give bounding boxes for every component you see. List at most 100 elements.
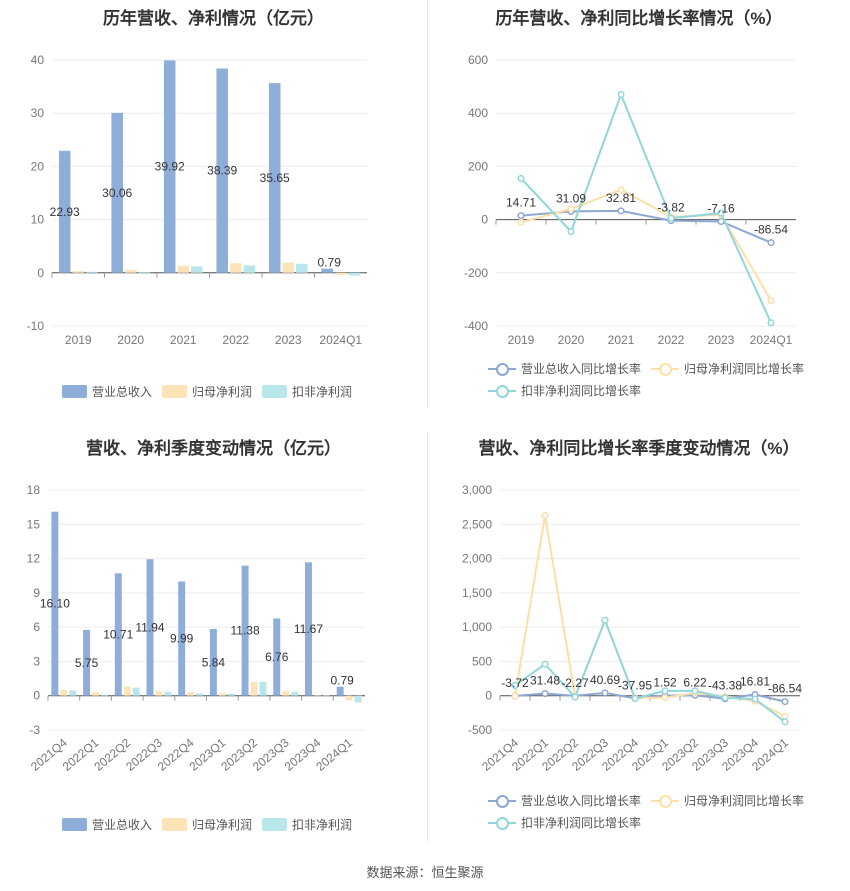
bar [164, 691, 172, 696]
data-point [517, 218, 525, 226]
data-label: 11.94 [135, 620, 164, 634]
bar [296, 263, 308, 273]
bar [334, 272, 347, 275]
quarter-bar-panel: 营收、净利季度变动情况（亿元） -3 0 3 6 9 12 15 18 2021Q4 2022Q1… [0, 430, 427, 842]
annual-bar-chart: -10 0 10 20 30 40 2019 2020 2021 2022 2023 2024Q1 22… [27, 53, 367, 347]
data-point [721, 694, 729, 702]
legend-label: 扣非净利润同比增长率 [521, 384, 642, 398]
legend-label: 归母净利润同比增长率 [684, 794, 805, 808]
chart-title: 历年营收、净利同比增长率情况（%） [495, 9, 783, 28]
bar [241, 565, 249, 696]
bar [187, 692, 195, 696]
legend-label: 营业总收入同比增长率 [521, 362, 642, 376]
bar [124, 269, 137, 273]
y-tick-label: -400 [464, 319, 488, 333]
legend-item-revenue[interactable]: 营业总收入 [62, 816, 152, 833]
legend-item-net-growth[interactable]: 归母净利润同比增长率 [651, 792, 804, 809]
y-tick-label: -10 [27, 319, 45, 333]
y-tick-label: 200 [468, 159, 488, 173]
data-source: 数据来源：恒生聚源 [366, 865, 484, 880]
data-label: 30.06 [102, 186, 132, 200]
legend-item-net-growth[interactable]: 归母净利润同比增长率 [651, 360, 804, 377]
y-tick-label: -3 [29, 723, 40, 737]
data-label: -86.54 [768, 682, 802, 696]
y-tick-label: 0 [33, 689, 40, 703]
bar [138, 272, 151, 273]
bar [229, 263, 242, 273]
data-point [751, 695, 759, 703]
y-tick-label: 600 [468, 53, 488, 67]
y-tick-label: 40 [31, 53, 45, 67]
bar [345, 695, 353, 701]
bar [58, 150, 71, 273]
data-point [511, 692, 519, 700]
data-label: 16.10 [40, 597, 70, 611]
bar [218, 693, 226, 696]
data-point [617, 207, 625, 215]
data-label: 11.38 [231, 624, 260, 638]
data-label: -86.54 [754, 223, 788, 237]
bar [243, 265, 256, 273]
legend-item-net-profit[interactable]: 归母净利润 [162, 816, 252, 833]
bar [101, 694, 109, 696]
bar [155, 691, 163, 696]
bar [60, 690, 68, 696]
data-point [571, 693, 579, 701]
y-tick-label: 0 [481, 213, 488, 227]
x-tick-label: 2020 [117, 333, 144, 347]
legend-item-deducted-growth[interactable]: 扣非净利润同比增长率 [488, 382, 641, 399]
legend-label: 归母净利润同比增长率 [684, 362, 805, 376]
data-point [511, 681, 519, 689]
data-label: -37.95 [618, 678, 652, 692]
legend-label: 营业总收入 [92, 385, 153, 399]
legend-item-net-profit[interactable]: 归母净利润 [162, 383, 252, 400]
data-label: 16.81 [740, 675, 770, 689]
y-tick-label: 10 [31, 213, 45, 227]
quarter-line-chart: -50005001,0001,5002,0002,5003,0002021Q42… [462, 483, 802, 774]
data-label: -3.72 [501, 676, 529, 690]
legend-label: 营业总收入 [92, 818, 153, 832]
data-point [617, 91, 625, 99]
bar [282, 691, 290, 696]
bar [86, 271, 98, 273]
legend-item-deducted-profit[interactable]: 扣非净利润 [262, 816, 352, 833]
bar [111, 112, 123, 273]
y-tick-label: 1,500 [462, 586, 492, 600]
x-tick-label: 2021 [170, 333, 197, 347]
data-label: 5.75 [75, 656, 99, 670]
legend-item-revenue-growth[interactable]: 营业总收入同比增长率 [488, 360, 641, 377]
data-point [781, 718, 789, 726]
data-label: 32.81 [606, 191, 636, 205]
data-label: 1.52 [653, 676, 677, 690]
data-label: -43.38 [708, 679, 742, 693]
legend-item-deducted-growth[interactable]: 扣非净利润同比增长率 [488, 814, 641, 831]
data-point [541, 690, 549, 698]
y-tick-label: 3 [33, 654, 40, 668]
data-point [767, 319, 775, 327]
data-point [667, 214, 675, 222]
y-tick-label: 3,000 [462, 483, 492, 497]
data-point [631, 694, 639, 703]
y-tick-label: 0 [37, 266, 44, 280]
bar [177, 265, 190, 273]
x-tick-label: 2019 [508, 333, 535, 347]
data-label: 31.48 [530, 674, 560, 688]
y-tick-label: 12 [27, 552, 41, 566]
legend-item-deducted-profit[interactable]: 扣非净利润 [262, 383, 352, 400]
data-point [601, 616, 609, 624]
bar [83, 630, 91, 696]
data-label: -7.16 [707, 202, 735, 216]
y-tick-label: -200 [464, 266, 488, 280]
divider [427, 0, 428, 408]
y-tick-label: 18 [27, 483, 41, 497]
data-label: 0.79 [318, 256, 342, 270]
bar [227, 694, 235, 696]
data-label: 6.22 [683, 675, 707, 689]
legend-label: 扣非净利润同比增长率 [521, 816, 642, 830]
data-point [541, 511, 549, 519]
data-point [661, 694, 669, 702]
legend-item-revenue-growth[interactable]: 营业总收入同比增长率 [488, 792, 641, 809]
x-tick-label: 2024Q1 [313, 735, 355, 773]
annual-bar-panel: 历年营收、净利情况（亿元） -10 0 10 20 30 40 2019 2020 2021 20… [0, 0, 427, 408]
legend-item-revenue[interactable]: 营业总收入 [62, 383, 152, 400]
